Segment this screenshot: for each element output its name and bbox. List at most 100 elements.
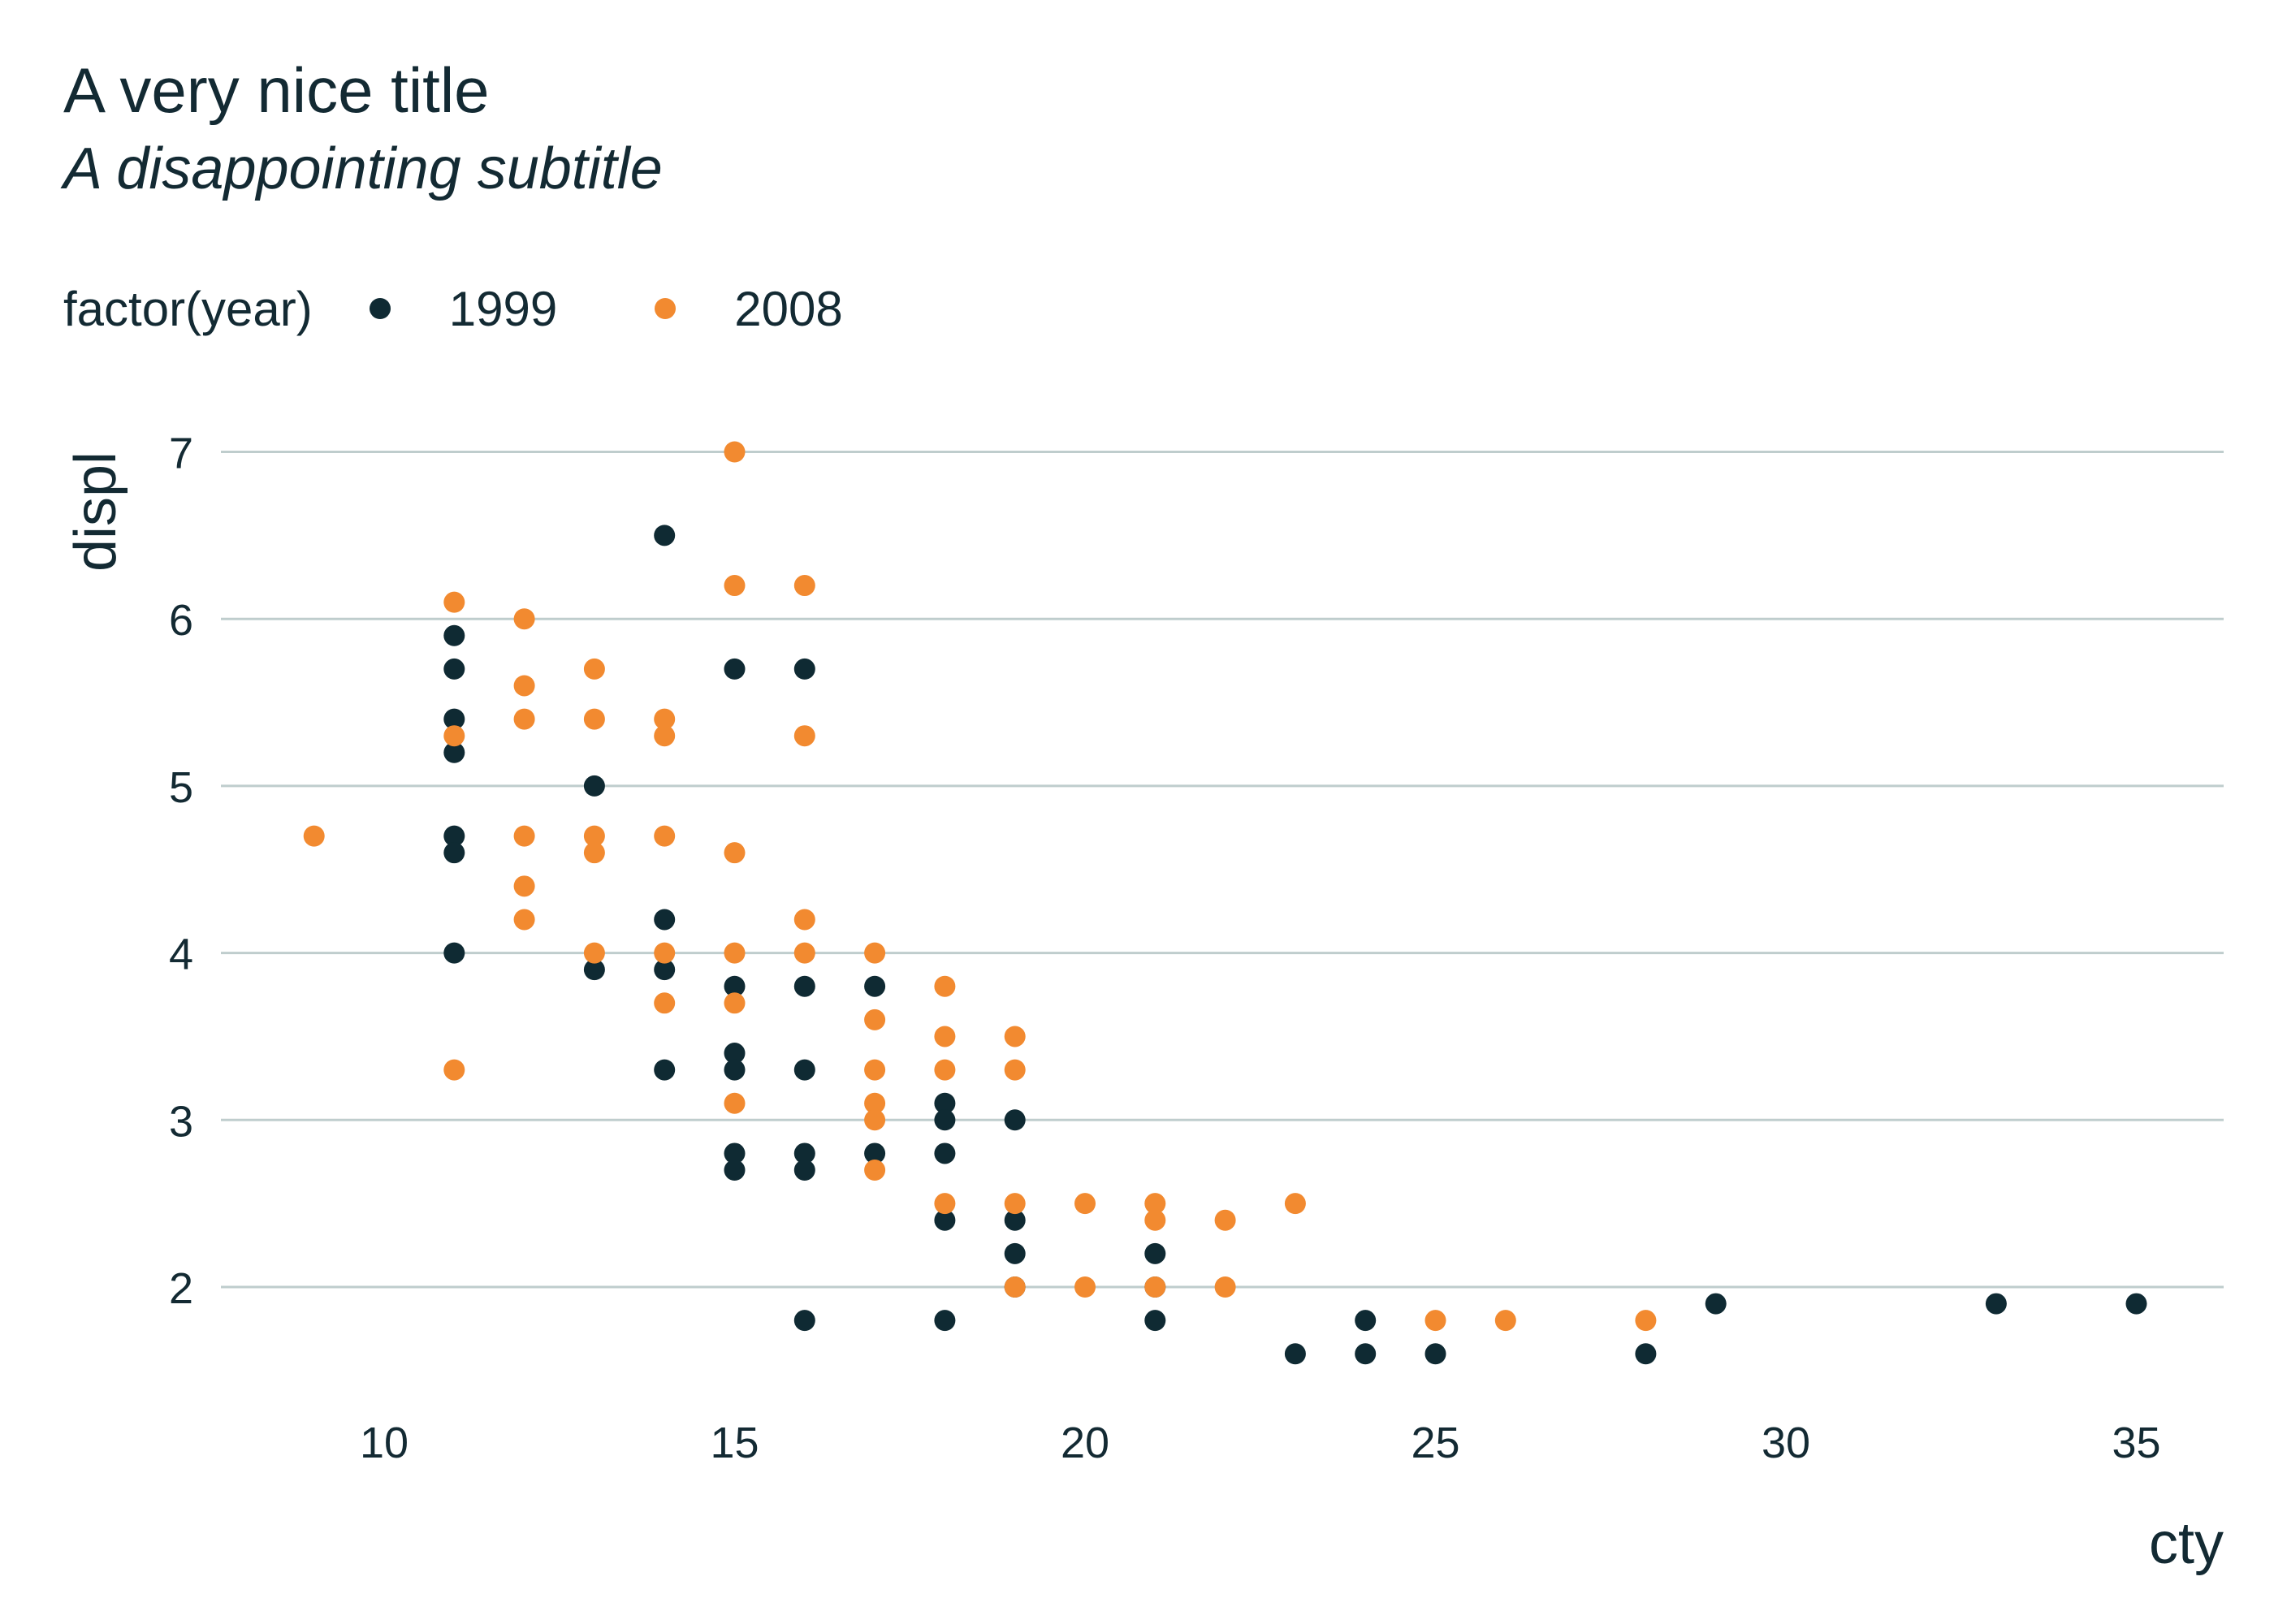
point-2008	[513, 608, 535, 630]
point-1999	[934, 1310, 956, 1332]
point-1999	[443, 825, 465, 847]
point-1999	[793, 1310, 815, 1332]
point-2008	[1004, 1276, 1026, 1298]
point-2008	[1074, 1276, 1096, 1298]
point-2008	[934, 1026, 956, 1047]
point-2008	[583, 825, 605, 847]
legend-key-1999	[369, 298, 391, 319]
point-1999	[724, 1160, 746, 1181]
point-2008	[934, 975, 956, 997]
point-2008	[1004, 1059, 1026, 1081]
x-tick-label: 15	[710, 1419, 759, 1467]
point-2008	[1004, 1193, 1026, 1215]
point-2008	[1004, 1026, 1026, 1047]
point-2008	[724, 842, 746, 864]
point-2008	[724, 1092, 746, 1114]
point-2008	[654, 725, 676, 747]
y-tick-label: 2	[169, 1264, 193, 1313]
point-2008	[1214, 1209, 1236, 1231]
point-1999	[793, 658, 815, 680]
point-2008	[513, 875, 535, 897]
point-2008	[1074, 1193, 1096, 1215]
point-1999	[443, 624, 465, 646]
point-2008	[1144, 1209, 1166, 1231]
point-1999	[793, 1160, 815, 1181]
point-2008	[1635, 1310, 1657, 1332]
point-2008	[654, 942, 676, 964]
y-tick-label: 5	[169, 763, 193, 812]
x-tick-label: 25	[1411, 1419, 1459, 1467]
point-2008	[443, 591, 465, 613]
point-1999	[2125, 1293, 2147, 1315]
point-1999	[1144, 1310, 1166, 1332]
x-tick-label: 10	[360, 1419, 409, 1467]
point-2008	[864, 1059, 886, 1081]
point-1999	[934, 1109, 956, 1131]
point-1999	[724, 1043, 746, 1065]
legend: factor(year) 1999 2008	[63, 276, 940, 341]
point-2008	[654, 992, 676, 1014]
point-1999	[793, 1142, 815, 1164]
point-1999	[934, 1142, 956, 1164]
point-2008	[443, 1059, 465, 1081]
point-2008	[303, 825, 325, 847]
point-1999	[1355, 1343, 1377, 1365]
chart-title: A very nice title	[63, 54, 490, 126]
point-1999	[443, 741, 465, 763]
point-1999	[1424, 1343, 1446, 1365]
point-1999	[864, 1142, 886, 1164]
x-axis-label: cty	[2149, 1511, 2224, 1576]
point-1999	[934, 1092, 956, 1114]
point-1999	[443, 942, 465, 964]
point-1999	[443, 658, 465, 680]
point-2008	[864, 1092, 886, 1114]
point-2008	[1424, 1310, 1446, 1332]
chart-subtitle: A disappointing subtitle	[63, 136, 663, 201]
point-1999	[793, 1059, 815, 1081]
point-2008	[1144, 1193, 1166, 1215]
y-tick-label: 4	[169, 931, 193, 979]
legend-title: factor(year)	[63, 281, 313, 336]
x-tick-labels: 10 15 20 25 30 35	[360, 1419, 2161, 1467]
point-2008	[724, 575, 746, 597]
point-1999	[1144, 1242, 1166, 1264]
point-1999	[583, 775, 605, 797]
data-points	[303, 441, 2147, 1365]
point-2008	[443, 725, 465, 747]
point-2008	[513, 708, 535, 730]
point-1999	[654, 909, 676, 931]
point-2008	[864, 942, 886, 964]
point-1999	[1004, 1109, 1026, 1131]
point-1999	[724, 658, 746, 680]
point-2008	[864, 1160, 886, 1181]
point-1999	[864, 975, 886, 997]
point-1999	[1705, 1293, 1727, 1315]
point-2008	[793, 725, 815, 747]
point-1999	[724, 1142, 746, 1164]
legend-item-1999: 1999	[369, 281, 558, 337]
point-1999	[934, 1209, 956, 1231]
point-2008	[934, 1059, 956, 1081]
point-1999	[1635, 1343, 1657, 1365]
point-2008	[513, 825, 535, 847]
point-2008	[513, 675, 535, 697]
point-1999	[654, 525, 676, 546]
legend-key-2008	[655, 298, 677, 319]
point-1999	[724, 975, 746, 997]
point-2008	[1214, 1276, 1236, 1298]
point-1999	[1004, 1242, 1026, 1264]
point-2008	[864, 1009, 886, 1030]
y-tick-label: 7	[169, 430, 193, 478]
point-2008	[793, 575, 815, 597]
point-2008	[583, 842, 605, 864]
point-2008	[724, 441, 746, 463]
point-2008	[724, 992, 746, 1014]
point-1999	[583, 959, 605, 981]
point-2008	[654, 825, 676, 847]
x-tick-label: 20	[1061, 1419, 1109, 1467]
legend-label-1999: 1999	[448, 281, 558, 336]
point-2008	[654, 708, 676, 730]
y-axis-label: displ	[63, 451, 128, 572]
point-1999	[1985, 1293, 2007, 1315]
